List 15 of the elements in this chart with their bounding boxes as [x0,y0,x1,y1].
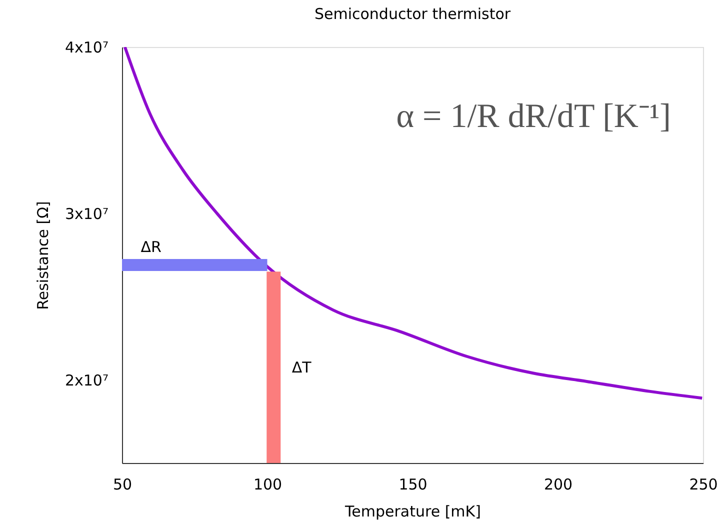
y-tick-label: 2x10⁷ [64,371,108,390]
y-tick-label: 3x10⁷ [64,204,108,223]
y-axis-title: Resistance [Ω] [34,201,52,310]
x-tick-label: 50 [112,476,132,494]
annotation: α = 1/R dR/dT [K⁻¹] [396,98,671,135]
x-tick-label: 150 [398,476,428,494]
x-tick-label: 100 [253,476,282,494]
x-axis-title: Temperature [mK] [344,502,481,520]
x-tick-label: 200 [544,476,573,494]
chart-title: Semiconductor thermistor [314,5,512,23]
x-tick-label: 250 [689,476,718,494]
series-label: ΔT [292,358,312,376]
line-series [123,47,703,400]
series-label: ΔR [140,238,162,256]
y-tick-label: 4x10⁷ [64,38,108,56]
